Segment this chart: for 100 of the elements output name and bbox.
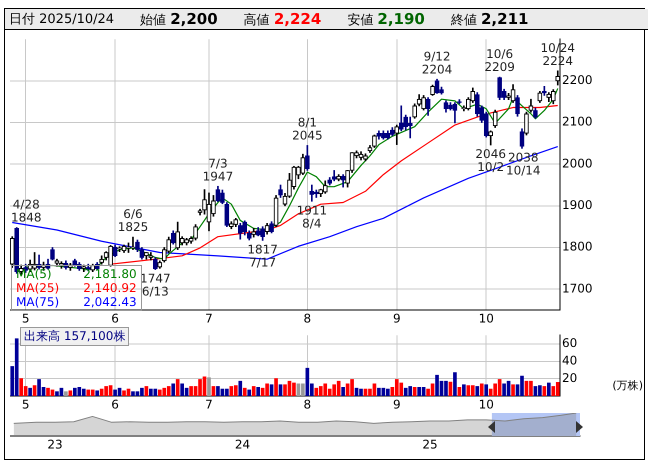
bar <box>534 386 538 396</box>
text: MA(5) 2,181.80 <box>16 267 137 281</box>
x-tick-label: 7 <box>205 311 213 326</box>
annotation: 1747 6/13 <box>140 272 171 299</box>
bar <box>252 386 256 396</box>
text: 高値 2,224 <box>244 10 322 28</box>
bar <box>212 386 216 396</box>
bar <box>153 388 158 396</box>
annotation: 8/1 2045 <box>292 116 323 143</box>
bar <box>28 388 32 396</box>
text: MA(75) 2,042.43 <box>16 295 137 309</box>
bar <box>332 384 336 396</box>
annotation: 2046 10/2 <box>475 147 506 174</box>
x-tick-label: 25 <box>422 437 438 452</box>
annotation: 1817 7/17 <box>247 242 278 270</box>
y-axis-title: (万株) <box>612 378 643 393</box>
annotation: 10/6 2209 <box>484 47 515 74</box>
bar <box>64 391 68 396</box>
text: 日付 2025/10/24 <box>9 12 114 27</box>
bar <box>158 390 162 396</box>
bar <box>551 386 556 396</box>
bar <box>466 385 470 396</box>
bar <box>341 386 345 396</box>
bar <box>475 386 480 396</box>
bar <box>265 384 269 396</box>
bar <box>82 388 86 396</box>
y-tick-label: 1900 <box>562 198 593 212</box>
x-tick-label: 8 <box>304 397 312 412</box>
x-tick-label: 10 <box>478 397 494 412</box>
bar <box>462 384 466 396</box>
bar <box>448 382 452 396</box>
bar <box>238 380 242 396</box>
bar <box>73 388 77 396</box>
bar <box>144 386 148 396</box>
bar <box>184 388 188 396</box>
bar <box>256 386 260 396</box>
bar <box>546 382 551 396</box>
bar <box>399 382 404 396</box>
x-tick-label: 6 <box>111 397 119 412</box>
y-tick-label: 60 <box>562 336 578 350</box>
bar <box>270 384 274 396</box>
y-tick-label: 1800 <box>562 240 593 254</box>
bar <box>394 379 399 396</box>
bar <box>95 390 100 396</box>
bar <box>470 385 475 396</box>
bar <box>350 379 354 396</box>
bar <box>408 386 412 396</box>
x-tick-label: 23 <box>47 437 63 452</box>
bar <box>162 388 166 396</box>
x-tick-label: 5 <box>22 311 30 326</box>
bar <box>480 384 484 396</box>
x-tick-label: 7 <box>205 397 213 412</box>
bar <box>166 386 171 396</box>
y-tick-label: 20 <box>562 370 578 385</box>
bar <box>314 388 318 396</box>
bar <box>336 380 340 396</box>
bar <box>484 384 488 396</box>
bar <box>68 390 72 396</box>
chart-title: 出来高 157,100株 <box>20 327 130 346</box>
bar <box>32 385 36 396</box>
bar <box>118 388 122 396</box>
bar <box>216 386 220 396</box>
bar <box>422 386 426 396</box>
bar <box>234 385 238 396</box>
y-tick-label: 40 <box>562 353 578 368</box>
bar <box>247 390 252 396</box>
bar <box>207 377 211 396</box>
y-tick-label: 2200 <box>562 72 593 87</box>
bar <box>323 384 328 396</box>
bar <box>556 382 560 396</box>
y-tick-label: 1700 <box>562 281 593 296</box>
bar <box>453 372 457 396</box>
annotation: 7/3 1947 <box>202 156 234 184</box>
x-tick-label: 10 <box>478 311 494 326</box>
bar <box>19 378 24 396</box>
y-tick-label: 2100 <box>562 114 593 129</box>
text: 終値 2,211 <box>450 10 528 28</box>
bar <box>90 390 95 396</box>
bar <box>430 384 434 396</box>
bar <box>404 388 408 396</box>
bar <box>458 386 462 396</box>
bar <box>14 338 19 396</box>
annotation: 9/12 2204 <box>422 49 452 76</box>
bar <box>176 379 180 396</box>
bar <box>274 378 278 396</box>
text: 始値 2,200 <box>140 10 218 28</box>
bar <box>498 379 502 396</box>
annotation: 6/6 1825 <box>118 207 148 234</box>
bar <box>542 386 546 396</box>
bar <box>306 368 310 396</box>
x-tick-label: 8 <box>304 311 312 326</box>
x-tick-label: 5 <box>22 397 30 412</box>
bar <box>296 384 300 396</box>
bar <box>230 386 234 396</box>
bar <box>77 386 82 396</box>
bar <box>412 386 417 396</box>
x-tick-label: 6 <box>111 311 119 326</box>
bar <box>506 380 510 396</box>
x-tick-label: 24 <box>234 437 250 452</box>
bar <box>149 388 153 396</box>
